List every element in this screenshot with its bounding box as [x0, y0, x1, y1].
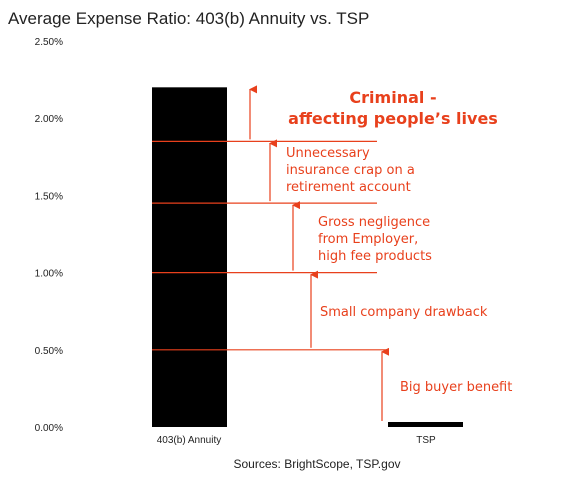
- category-labels: 403(b) Annuity TSP: [157, 435, 436, 446]
- annotation-line: Gross negligence: [318, 215, 430, 230]
- annotation-line: affecting people’s lives: [288, 109, 498, 128]
- y-axis-ticks: 0.00% 0.50% 1.00% 1.50% 2.00% 2.50%: [35, 37, 63, 434]
- category-label: TSP: [416, 435, 436, 446]
- annotation-line: high fee products: [318, 249, 432, 264]
- y-tick-label: 0.50%: [35, 346, 63, 357]
- annotations: Big buyer benefit Small company drawback G…: [152, 85, 512, 421]
- annotation-line: Small company drawback: [320, 305, 488, 320]
- y-tick-label: 2.50%: [35, 37, 63, 48]
- annotation-label: Small company drawback: [320, 305, 488, 320]
- bars: [152, 87, 463, 427]
- y-tick-label: 1.50%: [35, 191, 63, 202]
- y-tick-label: 0.00%: [35, 423, 63, 434]
- bar: [152, 87, 227, 427]
- annotation-label: Gross negligence from Employer, high fee p…: [318, 215, 432, 264]
- source-note: Sources: BrightScope, TSP.gov: [234, 457, 401, 471]
- category-label: 403(b) Annuity: [157, 435, 222, 446]
- y-tick-label: 2.00%: [35, 114, 63, 125]
- annotation-label: Criminal - affecting people’s lives: [288, 88, 498, 128]
- annotation-line: Big buyer benefit: [400, 380, 512, 395]
- annotation-line: retirement account: [286, 180, 411, 195]
- annotation-label: Unnecessary insurance crap on a retirement…: [286, 146, 415, 195]
- chart-title: Average Expense Ratio: 403(b) Annuity vs…: [8, 9, 369, 28]
- annotation-line: Criminal -: [349, 88, 436, 107]
- y-tick-label: 1.00%: [35, 269, 63, 280]
- annotation-label: Big buyer benefit: [400, 380, 512, 395]
- bar: [388, 422, 463, 427]
- annotation-line: insurance crap on a: [286, 163, 415, 178]
- annotation-line: from Employer,: [318, 232, 418, 247]
- annotation-line: Unnecessary: [286, 146, 370, 161]
